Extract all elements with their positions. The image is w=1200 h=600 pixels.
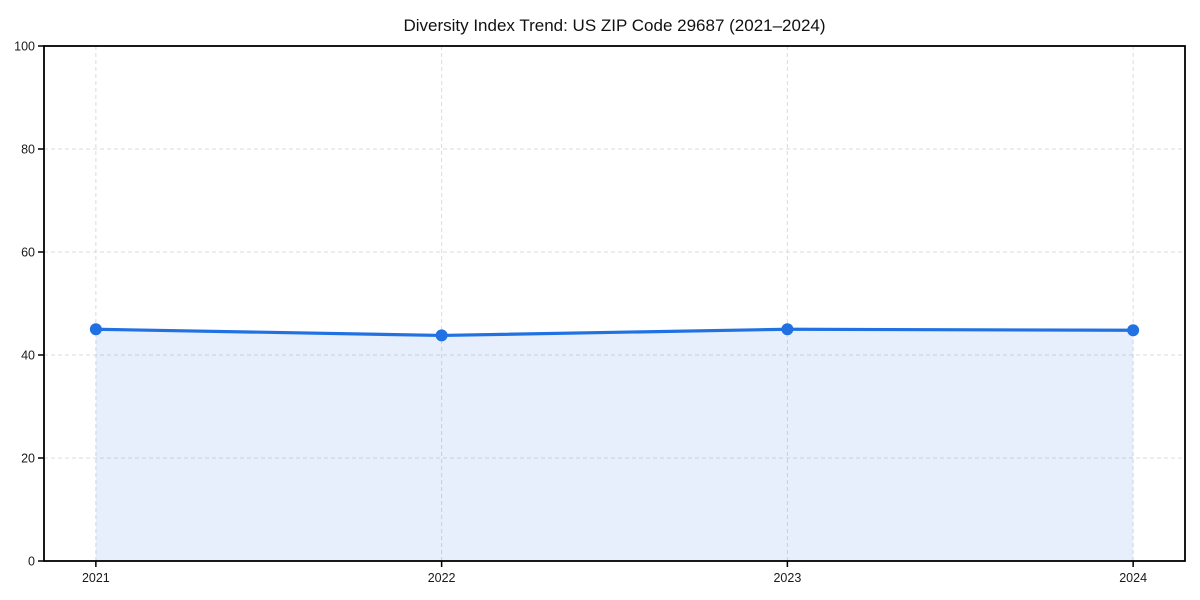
data-point-marker — [1127, 324, 1140, 337]
y-tick-label: 100 — [14, 40, 35, 54]
chart-title: Diversity Index Trend: US ZIP Code 29687… — [403, 16, 825, 35]
axis-tick-marks — [38, 45, 1134, 567]
data-point-marker — [781, 323, 794, 336]
trend-line — [94, 327, 1135, 338]
y-tick-label: 40 — [21, 349, 35, 363]
area-fill — [95, 329, 1134, 561]
y-tick-label: 80 — [21, 143, 35, 157]
y-tick-label: 0 — [28, 555, 35, 569]
y-tick-label: 60 — [21, 246, 35, 260]
plot-border — [43, 45, 1186, 562]
x-tick-label: 2023 — [773, 571, 801, 585]
x-tick-labels: 2021 2022 2023 2024 — [82, 571, 1147, 585]
y-tick-label: 20 — [21, 452, 35, 466]
x-tick-label: 2022 — [428, 571, 456, 585]
y-tick-labels: 0 20 40 60 80 100 — [14, 40, 35, 569]
gridlines — [44, 46, 1185, 561]
x-tick-label: 2021 — [82, 571, 110, 585]
data-point-marker — [89, 323, 102, 336]
data-points — [89, 323, 1140, 342]
data-point-marker — [435, 329, 448, 342]
x-tick-label: 2024 — [1119, 571, 1147, 585]
